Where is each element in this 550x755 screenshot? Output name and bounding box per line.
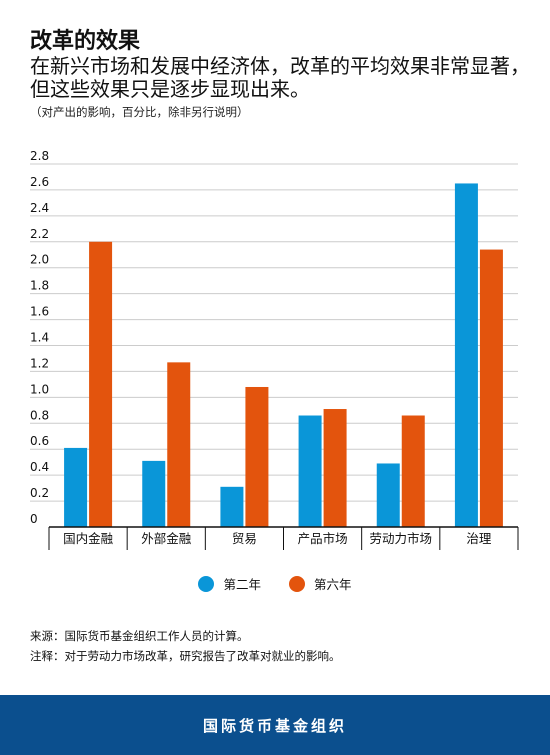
y-tick-label: 0.6 xyxy=(30,434,49,448)
bar-series-1-4 xyxy=(376,463,400,527)
legend-swatch-series-1 xyxy=(198,575,215,592)
y-tick-label: 2.0 xyxy=(30,253,49,267)
legend-label-series-2: 第六年 xyxy=(314,577,352,592)
footer-logo-text: 国际货币基金组织 xyxy=(202,716,347,735)
legend-label-series-1: 第二年 xyxy=(223,577,261,592)
footnote-text: 注释：对于劳动力市场改革，研究报告了改革对就业的影响。 xyxy=(30,649,341,663)
x-tick-label: 国内金融 xyxy=(63,531,114,546)
legend-item-series-2: 第六年 xyxy=(289,574,352,593)
y-tick-label: 1.2 xyxy=(30,356,49,370)
y-tick-label: 0 xyxy=(30,512,38,526)
bar-series-1-1 xyxy=(142,460,166,527)
legend-swatch-series-2 xyxy=(289,575,305,592)
bar-series-1-5 xyxy=(454,183,478,528)
y-tick-label: 2.8 xyxy=(30,149,49,163)
bar-series-2-0 xyxy=(89,241,113,527)
bar-series-2-4 xyxy=(401,415,425,527)
source-block: 来源：国际货币基金组织工作人员的计算。 注释：对于劳动力市场改革，研究报告了改革… xyxy=(30,626,341,666)
bar-series-2-1 xyxy=(167,362,191,527)
bar-series-2-3 xyxy=(323,409,347,527)
bar-series-2-5 xyxy=(479,249,503,528)
y-tick-label: 0.4 xyxy=(30,460,49,474)
y-tick-label: 1.0 xyxy=(30,382,49,396)
x-tick-label: 治理 xyxy=(466,531,492,546)
source-text: 来源：国际货币基金组织工作人员的计算。 xyxy=(30,629,249,643)
bar-series-1-3 xyxy=(298,415,322,527)
y-tick-label: 1.6 xyxy=(30,305,49,319)
y-tick-label: 1.8 xyxy=(30,279,49,293)
x-tick-label: 劳动力市场 xyxy=(369,531,432,546)
legend: 第二年 第六年 xyxy=(0,574,550,593)
x-tick-label: 外部金融 xyxy=(141,531,192,546)
y-tick-label: 2.4 xyxy=(30,201,49,215)
bar-series-1-2 xyxy=(220,486,244,527)
bar-series-1-0 xyxy=(64,447,88,527)
y-axis-ticks: 0 0.2 0.4 0.6 0.8 1.0 1.2 1.4 1.6 1.8 2.0 2.2 2.4 2.6… xyxy=(30,149,49,526)
legend-item-series-1: 第二年 xyxy=(198,574,261,593)
bar-chart: 0 0.2 0.4 0.6 0.8 1.0 1.2 1.4 1.6 1.8 2.0 2.2 2.4 2.6… xyxy=(30,149,519,550)
y-tick-label: 1.4 xyxy=(30,331,49,345)
x-tick-label: 产品市场 xyxy=(298,531,348,546)
x-axis: 国内金融 外部金融 贸易 产品市场 劳动力市场 治理 xyxy=(48,526,519,550)
y-tick-label: 2.6 xyxy=(30,175,49,189)
chart-title: 改革的效果 xyxy=(30,29,141,54)
chart-subtitle: 在新兴市场和发展中经济体，改革的平均效果非常显著，但这些效果只是逐步显现出来。 xyxy=(30,54,530,101)
footer-bar: 国际货币基金组织 xyxy=(0,695,550,755)
x-tick-label: 贸易 xyxy=(232,531,257,546)
y-tick-label: 0.2 xyxy=(30,486,49,500)
units-note: （对产出的影响，百分比，除非另行说明） xyxy=(30,105,249,119)
bars xyxy=(64,183,503,528)
bar-series-2-2 xyxy=(245,386,269,527)
y-tick-label: 2.2 xyxy=(30,227,49,241)
y-tick-label: 0.8 xyxy=(30,408,49,422)
